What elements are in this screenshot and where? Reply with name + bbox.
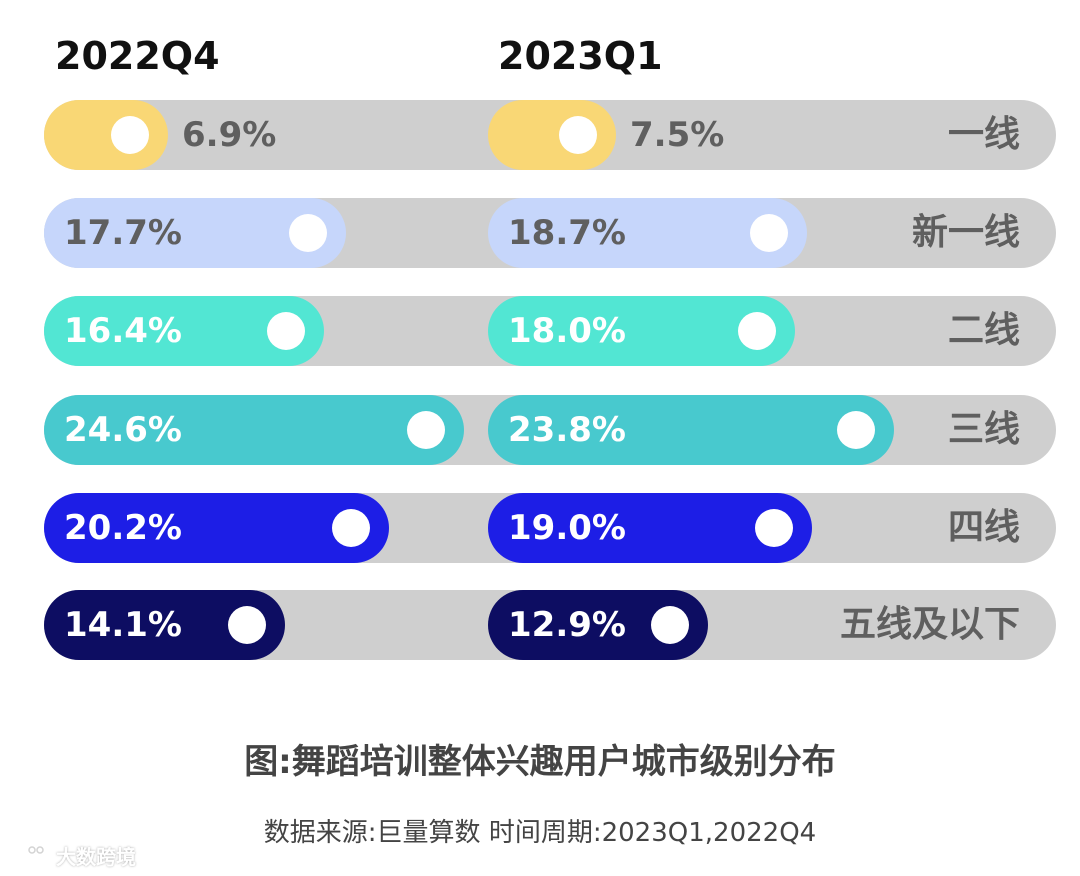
value-label-2023Q1-4: 19.0% [508,508,626,548]
value-label-2023Q1-2: 18.0% [508,311,626,351]
category-label-5: 五线及以下 [839,604,1020,645]
bar-knob-icon [750,214,788,252]
bar-2023Q1-3 [488,395,894,465]
period-title-2023q1: 2023Q1 [498,34,663,78]
value-label-2023Q1-0: 7.5% [630,115,725,155]
category-label-1: 新一线 [911,212,1020,253]
bar-knob-icon [407,411,445,449]
value-label-2022Q4-1: 17.7% [64,213,182,253]
bar-knob-icon [559,116,597,154]
chart-rows: 6.9% 7.5% 一线 17.7% 18.7% 新一线 16.4% 18.0% 二线 24.6%… [44,100,1056,660]
bar-2022Q4-4 [44,493,389,563]
value-label-2022Q4-3: 24.6% [64,410,182,450]
value-label-2023Q1-3: 23.8% [508,410,626,450]
figure-caption: 图:舞蹈培训整体兴趣用户城市级别分布 [244,742,836,782]
category-label-4: 四线 [947,507,1020,548]
category-label-2: 二线 [947,310,1020,351]
source-note: 数据来源:巨量算数 时间周期:2023Q1,2022Q4 [263,818,817,848]
bar-knob-icon [837,411,875,449]
bar-knob-icon [755,509,793,547]
value-label-2022Q4-0: 6.9% [182,115,277,155]
bar-knob-icon [332,509,370,547]
bar-knob-icon [289,214,327,252]
period-title-2022q4: 2022Q4 [55,34,220,78]
bar-2022Q4-3 [44,395,464,465]
watermark-text: 大数跨境 [56,844,136,869]
bar-knob-icon [228,606,266,644]
bar-2022Q4-0 [44,100,168,170]
category-label-3: 三线 [947,409,1020,450]
bar-knob-icon [267,312,305,350]
bar-knob-icon [111,116,149,154]
bar-knob-icon [738,312,776,350]
bar-knob-icon [651,606,689,644]
value-label-2022Q4-5: 14.1% [64,605,182,645]
watermark: 大数跨境 [8,838,136,872]
value-label-2023Q1-1: 18.7% [508,213,626,253]
category-label-0: 一线 [947,114,1020,155]
value-label-2023Q1-5: 12.9% [508,605,626,645]
value-label-2022Q4-2: 16.4% [64,311,182,351]
watermark-logo-icon [10,843,44,864]
value-label-2022Q4-4: 20.2% [64,508,182,548]
